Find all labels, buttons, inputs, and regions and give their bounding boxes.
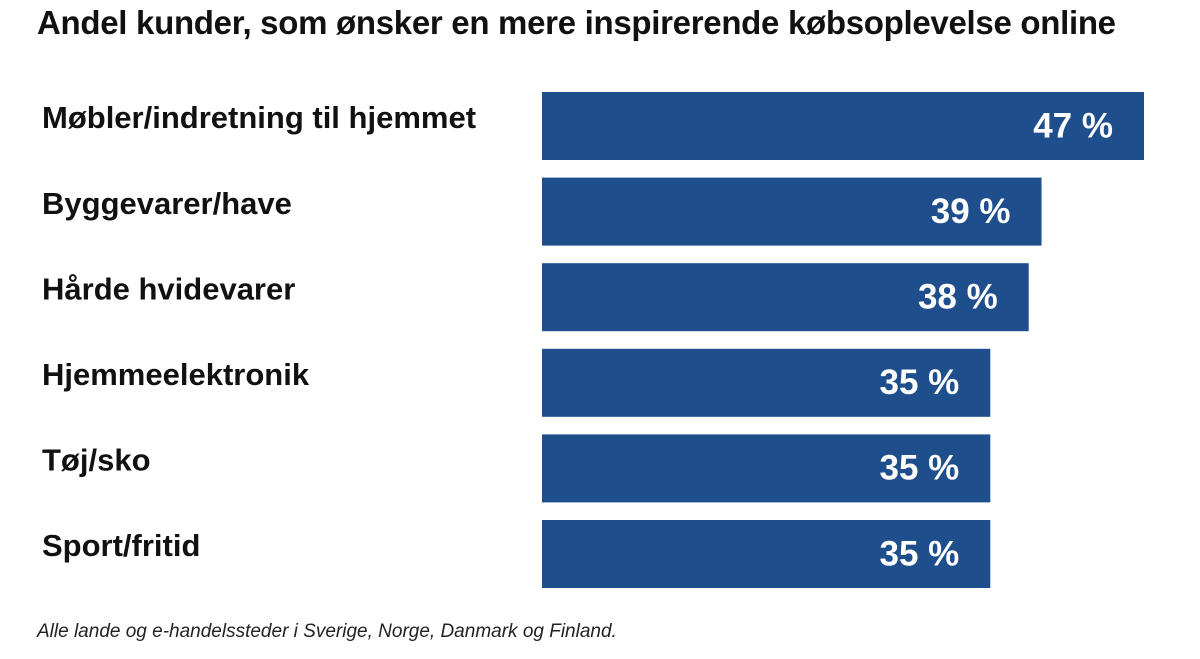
bar-3 (542, 263, 1029, 332)
category-label-6: Sport/fritid (42, 528, 200, 563)
value-label-4: 35 % (880, 363, 960, 402)
value-label-1: 47 % (1033, 106, 1113, 145)
bar-6 (542, 520, 991, 588)
category-label-2: Byggevarer/have (42, 186, 292, 221)
footnote: Alle lande og e-handelssteder i Sverige,… (37, 621, 617, 642)
category-label-5: Tøj/sko (42, 443, 151, 478)
chart-title: Andel kunder, som ønsker en mere inspire… (37, 4, 1116, 41)
category-label-1: Møbler/indretning til hjemmet (42, 100, 476, 135)
value-label-5: 35 % (880, 449, 960, 488)
category-label-4: Hjemmeelektronik (42, 357, 310, 392)
value-label-6: 35 % (880, 534, 960, 573)
bar-2 (542, 177, 1042, 246)
value-label-3: 38 % (918, 277, 998, 316)
bar-1 (542, 92, 1144, 160)
value-label-2: 39 % (931, 192, 1011, 231)
bar-5 (542, 434, 991, 503)
category-label-3: Hårde hvidevarer (42, 271, 295, 306)
bar-4 (542, 348, 991, 417)
